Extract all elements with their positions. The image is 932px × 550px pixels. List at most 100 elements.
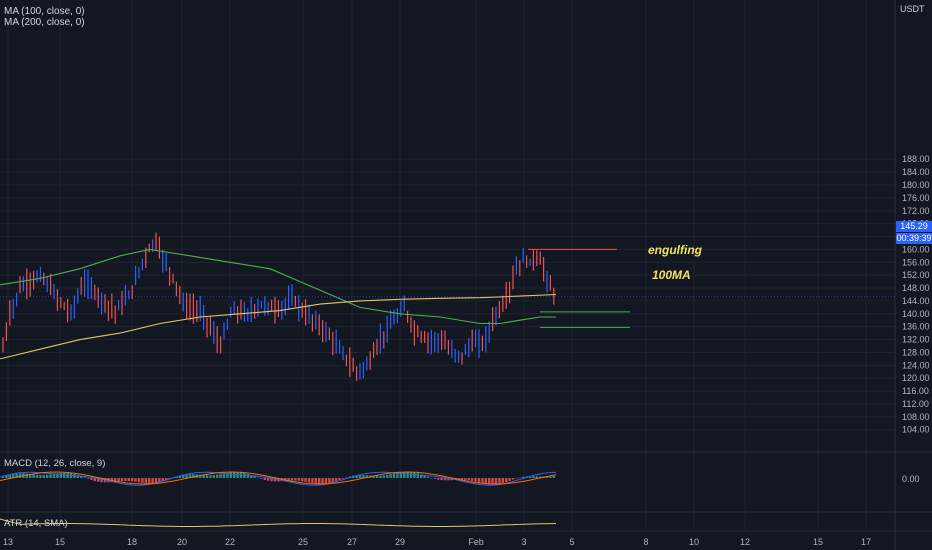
- macd-bar: [365, 475, 368, 478]
- macd-bar: [392, 473, 396, 478]
- macd-bar: [515, 478, 518, 479]
- x-tick-label: 15: [55, 537, 65, 547]
- macd-bar: [406, 471, 409, 478]
- macd-bar: [372, 475, 375, 478]
- macd-bar: [267, 478, 270, 481]
- macd-bar: [49, 474, 52, 478]
- macd-bar: [29, 474, 32, 478]
- y-tick-label: 116.00: [902, 386, 929, 396]
- macd-bar: [5, 475, 8, 478]
- macd-bar: [114, 478, 117, 482]
- macd-bar: [447, 478, 450, 481]
- macd-bar: [42, 474, 45, 478]
- ma100-annotation: 100MA: [652, 268, 691, 282]
- macd-bar: [304, 478, 307, 482]
- macd-bar: [97, 478, 100, 482]
- x-tick-label: 29: [395, 537, 405, 547]
- macd-bar: [185, 474, 188, 478]
- macd-bar: [508, 478, 511, 481]
- macd-bar: [324, 478, 328, 484]
- macd-bar: [290, 478, 294, 481]
- macd-bar: [209, 475, 212, 478]
- macd-bar: [25, 473, 28, 478]
- macd-bar: [481, 478, 484, 484]
- macd-bar: [8, 474, 11, 478]
- macd-bar: [131, 478, 134, 482]
- last-price-tag: 145.29: [896, 221, 932, 232]
- macd-bar: [297, 478, 300, 481]
- y-tick-label: 124.00: [902, 360, 930, 370]
- macd-bar: [56, 473, 59, 478]
- y-tick-label: 112.00: [902, 399, 929, 409]
- macd-bar: [154, 478, 158, 484]
- macd-bar: [219, 474, 222, 478]
- macd-bar: [161, 478, 164, 482]
- engulfing-annotation: engulfing: [648, 243, 702, 257]
- macd-bar: [341, 478, 345, 479]
- macd-bar: [226, 472, 229, 478]
- macd-bar: [440, 478, 443, 481]
- macd-bar: [63, 472, 66, 478]
- macd-bar: [420, 474, 423, 478]
- y-tick-label: 152.00: [902, 270, 930, 280]
- macd-bar: [389, 474, 392, 478]
- macd-bar: [433, 478, 436, 479]
- macd-bar: [552, 475, 555, 478]
- macd-bar: [90, 478, 93, 480]
- x-tick-label: 13: [3, 537, 13, 547]
- macd-bar: [382, 475, 385, 478]
- x-tick-label: 15: [813, 537, 823, 547]
- macd-bar: [518, 477, 521, 479]
- y-tick-label: 156.00: [902, 257, 930, 267]
- macd-bar: [416, 473, 419, 478]
- macd-bar: [549, 476, 552, 478]
- macd-bar: [260, 478, 263, 479]
- macd-bar: [178, 475, 181, 478]
- macd-bar: [117, 478, 120, 482]
- y-tick-label: 140.00: [902, 309, 930, 319]
- macd-bar: [426, 476, 430, 478]
- y-tick-label: 108.00: [902, 412, 930, 422]
- macd-bar: [511, 478, 515, 480]
- macd-bar: [528, 476, 532, 478]
- macd-bar: [188, 474, 192, 478]
- macd-bar: [471, 478, 474, 481]
- macd-bar: [491, 478, 494, 485]
- macd-bar: [18, 473, 22, 478]
- macd-bar: [345, 477, 348, 479]
- x-tick-label: Feb: [468, 537, 484, 547]
- macd-bar: [192, 474, 195, 478]
- macd-bar: [321, 478, 324, 485]
- atr-label: ATR (14, SMA): [4, 518, 68, 529]
- macd-bar: [331, 478, 334, 483]
- macd-bar: [59, 472, 62, 478]
- macd-bar: [301, 478, 304, 482]
- macd-bar: [46, 474, 49, 478]
- macd-bar: [311, 478, 314, 484]
- x-tick-label: 8: [643, 537, 648, 547]
- macd-bar: [256, 477, 260, 479]
- macd-bar: [488, 478, 491, 485]
- macd-bar: [182, 474, 185, 478]
- y-tick-label: 188.00: [902, 154, 930, 164]
- ma200-legend: MA (200, close, 0): [4, 17, 85, 28]
- atr-line: [0, 518, 557, 527]
- macd-bar: [430, 477, 433, 479]
- macd-bar: [413, 472, 416, 478]
- y-tick-label: 136.00: [902, 322, 930, 332]
- macd-bar: [396, 472, 399, 478]
- x-tick-label: 20: [177, 537, 187, 547]
- macd-bar: [474, 478, 477, 482]
- y-tick-label: 176.00: [902, 193, 930, 203]
- macd-bar: [501, 478, 504, 484]
- macd-bar: [124, 478, 127, 481]
- macd-bar: [15, 473, 18, 478]
- macd-bar: [409, 471, 413, 478]
- y-tick-label: 144.00: [902, 296, 930, 306]
- macd-bar: [127, 478, 130, 481]
- macd-bar: [233, 472, 236, 478]
- macd-bar: [539, 476, 542, 478]
- macd-bar: [137, 478, 141, 483]
